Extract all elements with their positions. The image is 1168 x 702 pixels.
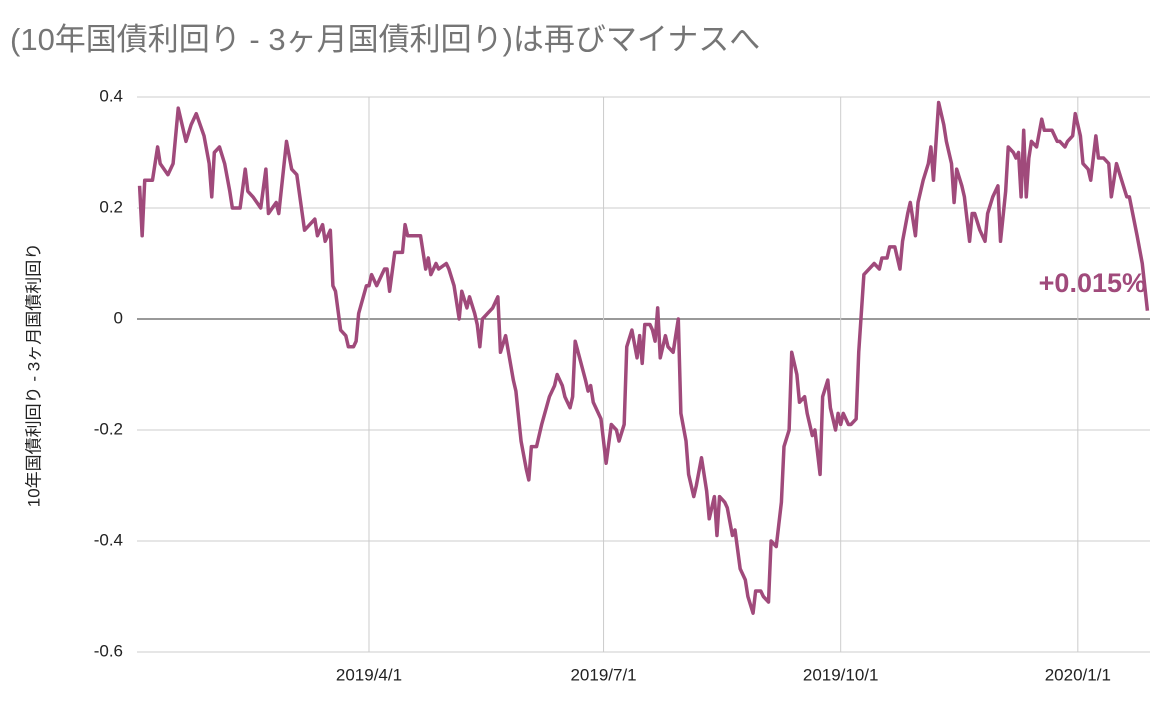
y-tick-label: 0.2 [99,197,123,216]
y-tick-label: -0.6 [94,641,123,660]
x-tick-label: 2019/7/1 [570,665,636,684]
x-tick-label: 2019/4/1 [336,665,402,684]
x-tick-label: 2020/1/1 [1045,665,1111,684]
y-tick-label: 0.4 [99,86,123,105]
y-axis-label: 10年国債利回り - 3ヶ月国債利回り [24,243,43,507]
x-tick-label: 2019/10/1 [803,665,879,684]
data-line [137,100,1150,615]
y-tick-label: 0 [114,308,123,327]
chart-title: (10年国債利回り - 3ヶ月国債利回り)は再びマイナスへ [10,22,760,57]
annotation: +0.015% [1039,268,1146,298]
y-tick-label: -0.2 [94,419,123,438]
y-tick-label: -0.4 [94,530,123,549]
